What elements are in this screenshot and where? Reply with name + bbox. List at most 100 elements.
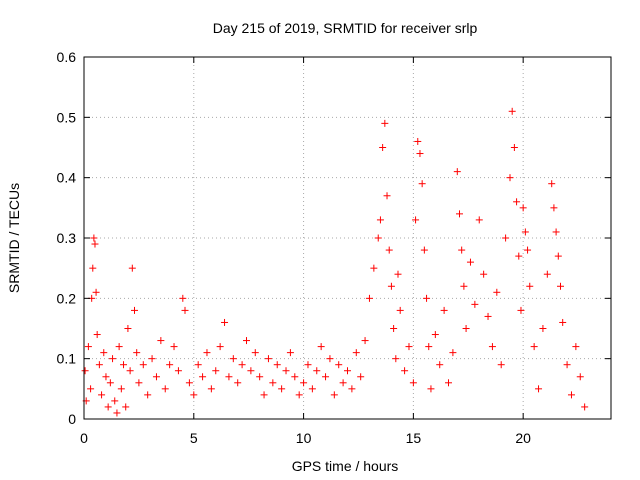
data-point-0-46 (212, 367, 220, 375)
data-point-0-59 (269, 379, 277, 387)
x-axis-label: GPS time / hours (292, 458, 399, 474)
x-tick-label-1: 5 (190, 430, 198, 446)
data-point-0-76 (344, 367, 351, 375)
y-tick-label-2: 0.2 (57, 290, 77, 306)
data-point-0-12 (100, 349, 108, 357)
data-point-0-54 (247, 367, 255, 375)
data-point-0-6 (90, 234, 98, 242)
data-point-0-57 (260, 391, 268, 399)
data-point-0-39 (181, 306, 189, 314)
data-point-0-119 (484, 312, 492, 320)
data-point-0-120 (488, 343, 496, 351)
data-point-0-144 (563, 361, 571, 369)
data-point-0-49 (225, 373, 233, 381)
axis-ticks: 0 5 10 15 20 0 0.1 0.2 0.3 0.4 0.5 0.6 (57, 49, 611, 446)
data-point-0-114 (462, 325, 470, 332)
data-point-0-101 (420, 246, 428, 254)
data-point-0-72 (326, 355, 334, 363)
data-point-0-129 (517, 306, 525, 314)
grid-lines (84, 57, 611, 419)
data-point-0-146 (572, 343, 580, 351)
data-point-0-35 (166, 361, 174, 369)
data-point-0-8 (92, 288, 100, 296)
data-point-0-32 (152, 373, 160, 381)
data-point-0-26 (131, 306, 139, 314)
data-point-0-20 (117, 385, 125, 393)
data-point-0-7 (91, 240, 99, 248)
data-point-0-103 (425, 343, 433, 351)
data-point-0-135 (535, 385, 543, 393)
data-point-0-34 (161, 385, 169, 393)
data-point-0-23 (124, 325, 132, 332)
data-point-0-107 (440, 306, 448, 314)
data-point-0-139 (550, 204, 558, 212)
data-point-0-33 (157, 337, 165, 345)
data-point-0-134 (530, 343, 538, 351)
data-point-0-47 (216, 343, 224, 351)
data-point-0-106 (436, 361, 444, 369)
data-point-0-115 (466, 258, 474, 266)
data-point-0-105 (431, 331, 439, 339)
data-point-0-126 (510, 144, 518, 151)
x-tick-label-4: 20 (515, 430, 531, 446)
data-point-0-100 (418, 180, 426, 188)
data-point-0-128 (515, 252, 523, 260)
data-point-0-42 (194, 361, 202, 369)
data-point-0-15 (106, 379, 114, 387)
data-point-0-24 (126, 367, 134, 375)
data-points (81, 107, 589, 417)
data-point-0-80 (361, 337, 369, 345)
data-point-0-77 (348, 385, 356, 393)
data-point-0-19 (115, 343, 123, 351)
data-point-0-91 (392, 355, 400, 363)
data-point-0-127 (513, 198, 521, 206)
data-point-0-110 (453, 168, 461, 176)
data-point-0-88 (385, 246, 393, 254)
data-point-0-133 (526, 282, 534, 290)
data-point-0-132 (524, 246, 532, 254)
data-point-0-16 (109, 355, 117, 363)
data-point-0-67 (304, 361, 312, 369)
data-point-0-9 (93, 331, 101, 339)
data-point-0-58 (264, 355, 272, 363)
data-point-0-38 (179, 294, 187, 302)
data-point-0-79 (357, 373, 365, 381)
data-point-0-109 (449, 349, 457, 357)
data-point-0-147 (576, 373, 584, 381)
data-point-0-123 (502, 234, 510, 242)
data-point-0-25 (128, 264, 136, 272)
data-point-0-43 (199, 373, 207, 381)
data-point-0-63 (286, 349, 294, 357)
x-tick-label-3: 15 (406, 430, 422, 446)
x-tick-label-2: 10 (296, 430, 312, 446)
data-point-0-71 (322, 373, 330, 381)
data-point-0-55 (251, 349, 259, 357)
data-point-0-64 (291, 373, 299, 381)
data-point-0-113 (460, 282, 468, 290)
data-point-0-14 (104, 403, 112, 411)
data-point-0-56 (256, 373, 264, 381)
data-point-0-28 (135, 379, 143, 387)
data-point-0-122 (497, 361, 505, 369)
data-point-0-60 (273, 361, 281, 369)
data-point-0-75 (339, 379, 347, 387)
data-point-0-104 (427, 385, 435, 393)
data-point-0-29 (139, 361, 147, 369)
data-point-0-70 (317, 343, 325, 351)
data-point-0-89 (387, 282, 395, 290)
data-point-0-66 (300, 379, 308, 387)
data-point-0-87 (383, 192, 391, 200)
data-point-0-51 (234, 379, 242, 387)
data-point-0-27 (133, 349, 141, 357)
data-point-0-130 (519, 204, 527, 212)
data-point-0-96 (409, 379, 417, 387)
data-point-0-81 (365, 294, 373, 302)
data-point-0-17 (111, 397, 119, 405)
data-point-0-136 (539, 325, 547, 332)
y-tick-label-0: 0 (68, 411, 76, 427)
data-point-0-86 (381, 119, 389, 127)
x-tick-label-0: 0 (80, 430, 88, 446)
y-tick-label-5: 0.5 (57, 109, 77, 125)
data-point-0-74 (335, 361, 343, 369)
